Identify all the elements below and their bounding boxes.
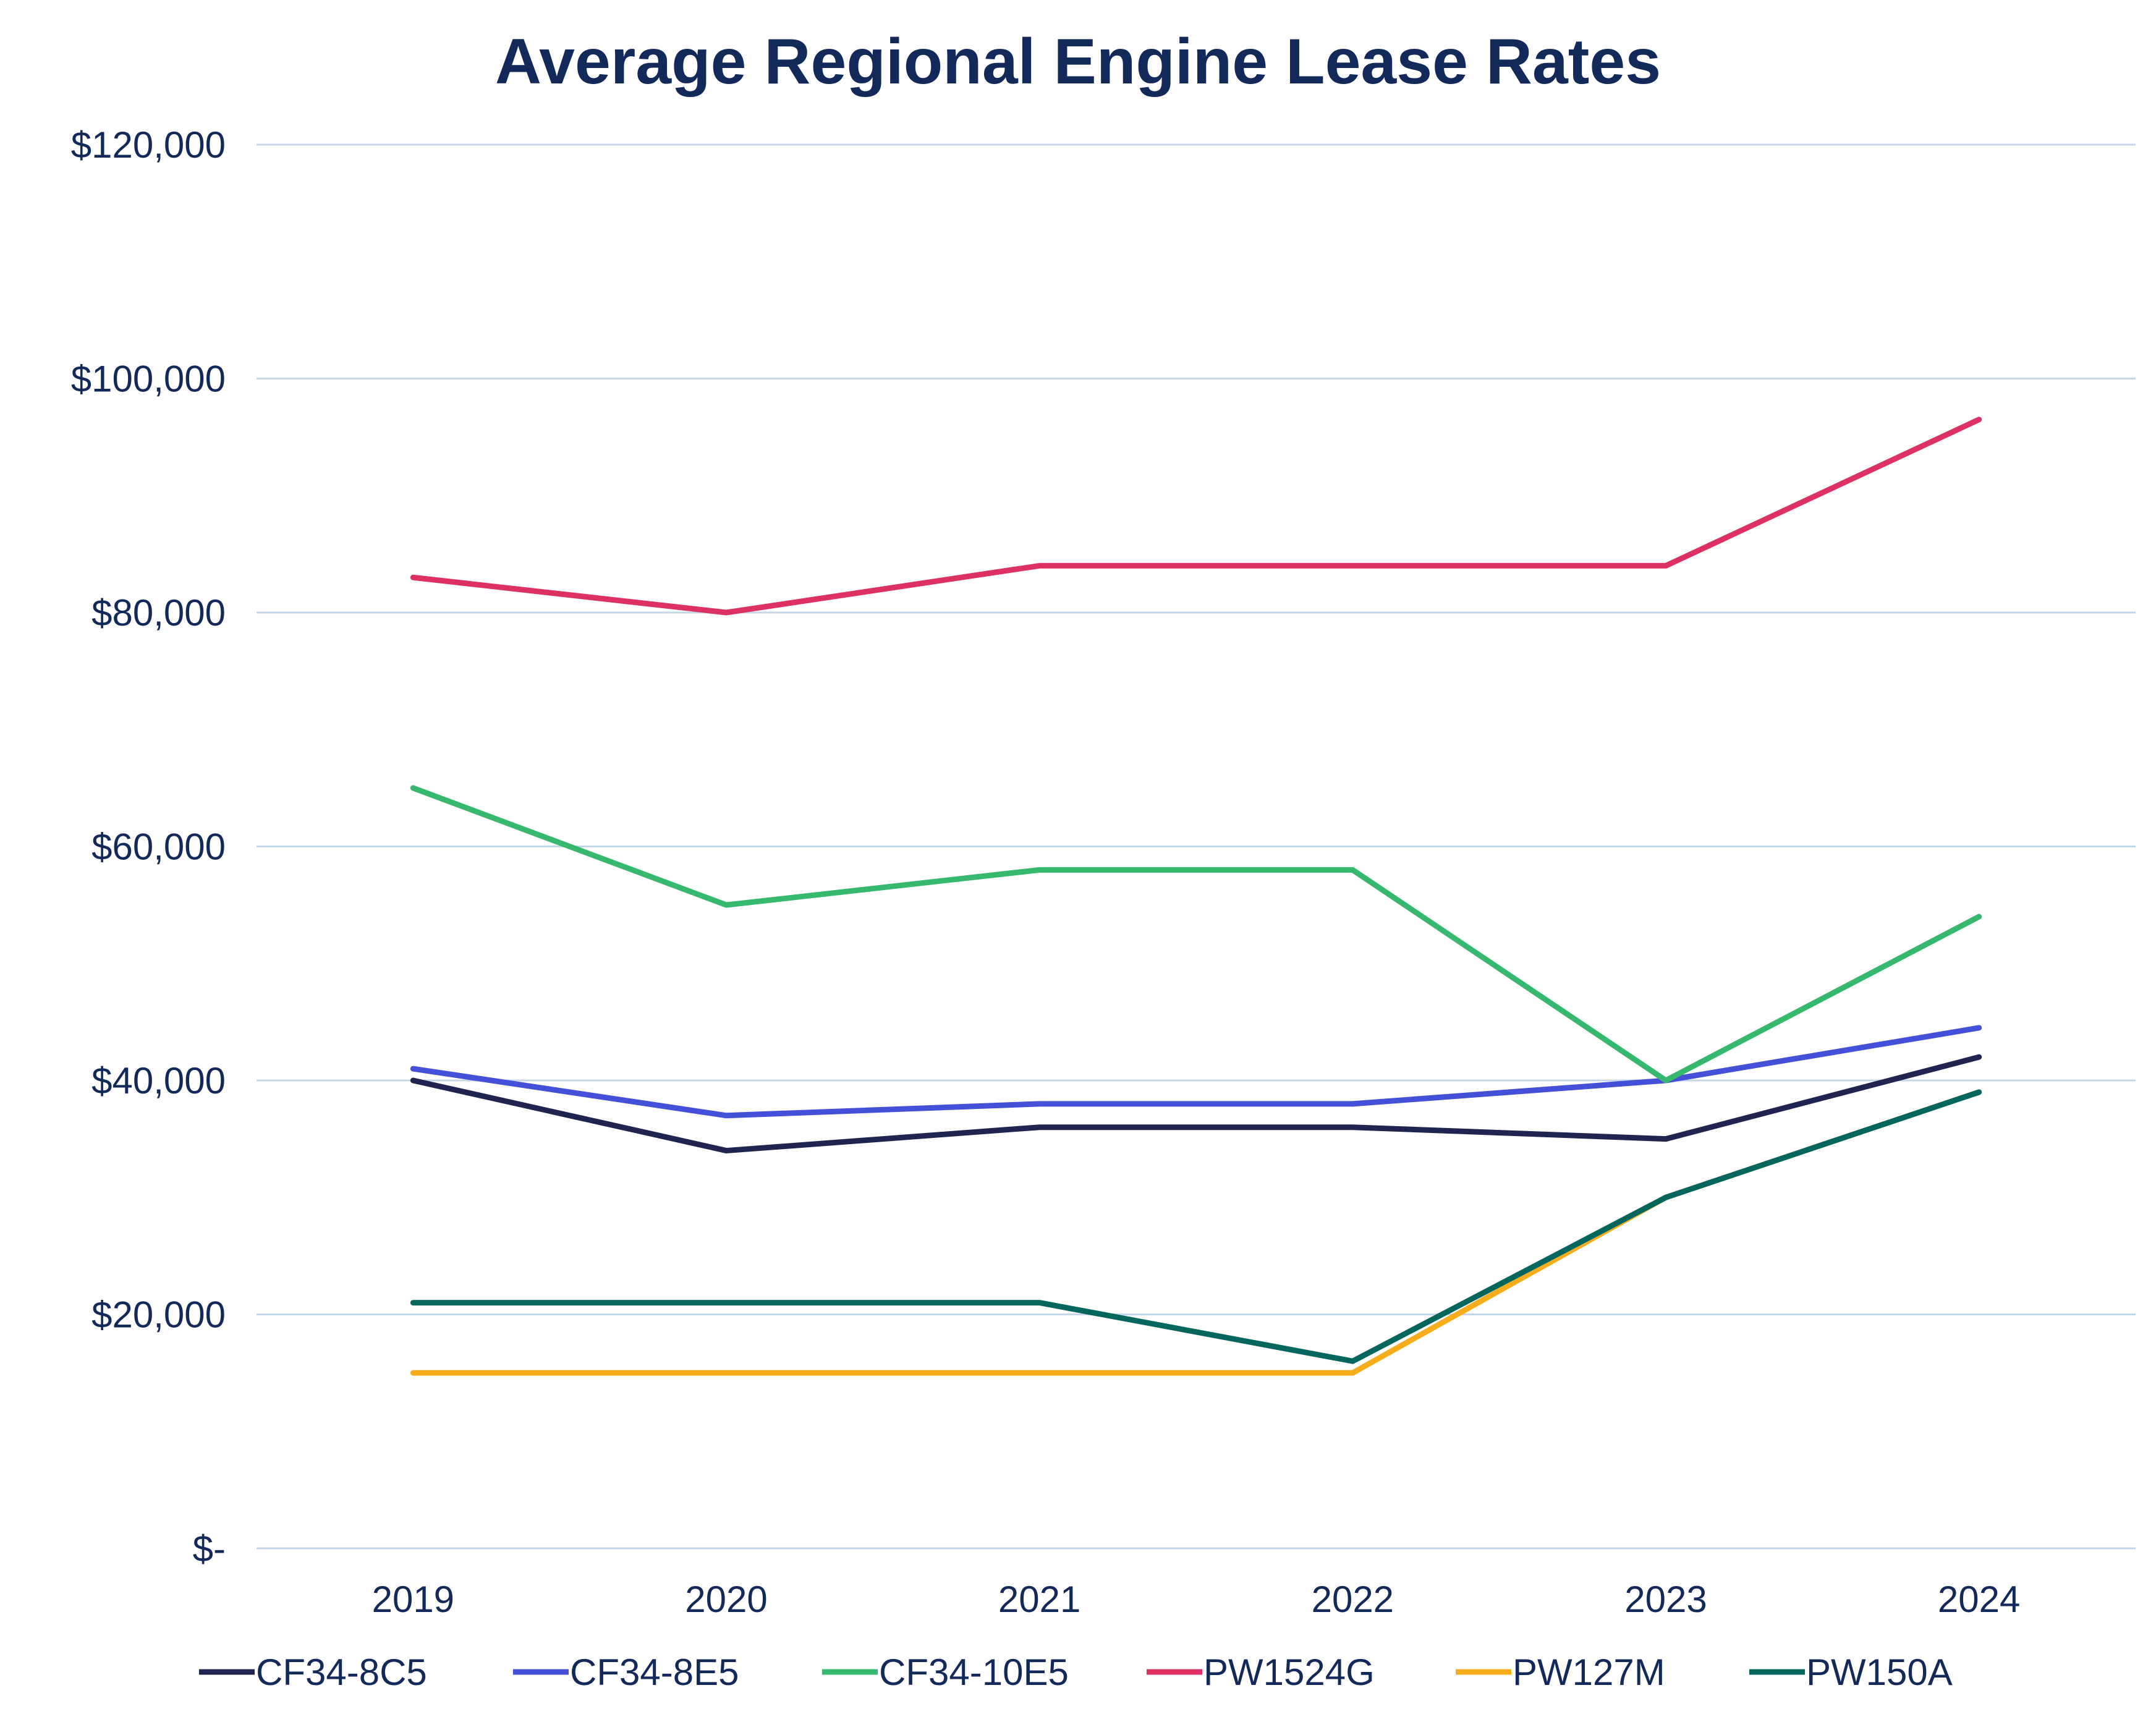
series-line-cf34-8e5 [410,1025,1982,1119]
series-line-pw150a [410,1089,1982,1364]
legend-item: CF34-8E5 [513,1652,739,1693]
chart-title: Average Regional Engine Lease Rates [495,26,1661,98]
y-tick-label: $100,000 [71,358,226,400]
series-line-pw1524g [410,417,1982,616]
series-line-cf34-10e5 [410,785,1982,1084]
legend-label: CF34-8C5 [256,1652,427,1693]
x-tick-label: 2019 [372,1579,454,1620]
legend-label: PW1524G [1203,1652,1375,1693]
legend-label: CF34-8E5 [570,1652,739,1693]
y-tick-label: $80,000 [91,592,226,634]
y-tick-label: $20,000 [91,1294,226,1336]
x-tick-label: 2022 [1312,1579,1394,1620]
legend-item: PW127M [1456,1652,1665,1693]
x-tick-label: 2021 [998,1579,1080,1620]
legend-item: PW1524G [1147,1652,1375,1693]
y-tick-label: $- [193,1528,226,1569]
x-tick-label: 2023 [1624,1579,1707,1620]
legend-item: CF34-8C5 [199,1652,427,1693]
series-line-cf34-8c5 [410,1054,1982,1154]
y-tick-label: $60,000 [91,826,226,868]
legend-label: CF34-10E5 [879,1652,1069,1693]
legend-label: PW150A [1806,1652,1953,1693]
x-tick-label: 2024 [1938,1579,2020,1620]
y-tick-label: $120,000 [71,124,226,166]
x-tick-label: 2020 [685,1579,767,1620]
legend-item: PW150A [1749,1652,1953,1693]
y-tick-label: $40,000 [91,1060,226,1101]
legend-item: CF34-10E5 [822,1652,1069,1693]
legend-label: PW127M [1513,1652,1665,1693]
